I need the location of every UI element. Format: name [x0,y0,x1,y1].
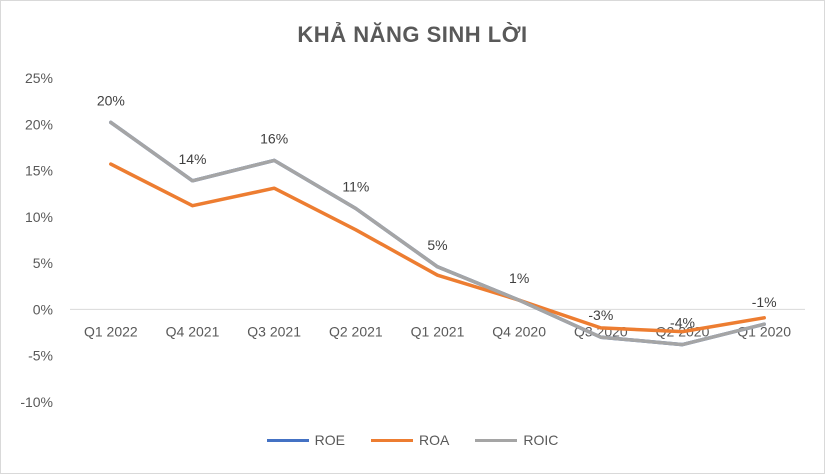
x-tick-label: Q3 2021 [247,323,301,339]
x-tick-label: Q1 2022 [84,323,138,339]
x-axis-ticks: Q1 2022 Q4 2021 Q3 2021 Q2 2021 Q1 2021 Q4 20… [84,323,791,339]
data-label: -3% [588,307,613,323]
x-tick-label: Q1 2021 [411,323,465,339]
series-line-roic [109,120,766,347]
y-tick-label: -5% [28,348,53,364]
legend-label-roic: ROIC [523,432,559,448]
data-labels: 20% 14% 16% 11% 5% 1% -3% -4% -1% [97,92,777,330]
x-tick-label: Q2 2021 [329,323,383,339]
legend-item-roe: ROE [266,432,345,448]
y-tick-label: 10% [25,209,53,225]
data-label: 11% [342,179,369,195]
legend: ROE ROA ROIC [0,432,825,448]
legend-item-roic: ROIC [475,432,558,448]
y-tick-label: 0% [33,301,53,317]
data-label: -1% [752,294,777,310]
data-label: 5% [427,237,447,253]
data-label: 1% [509,270,529,286]
x-tick-label: Q4 2021 [166,323,220,339]
legend-label-roe: ROE [314,432,345,448]
series-line-roa [109,162,766,334]
data-label: 20% [97,92,125,108]
y-axis-ticks: 25% 20% 15% 10% 5% 0% -5% -10% [20,70,53,410]
y-tick-label: 5% [33,255,53,271]
data-label: -4% [670,315,695,331]
legend-swatch-roic [475,438,518,442]
y-tick-label: 25% [25,70,53,86]
x-tick-label: Q4 2020 [492,323,546,339]
y-tick-label: 20% [25,116,53,132]
chart-title: KHẢ NĂNG SINH LỜI [297,22,528,47]
series-lines [109,120,766,347]
legend-label-roa: ROA [419,432,450,448]
y-tick-label: -10% [20,394,53,410]
series-line-roe [109,120,766,347]
legend-swatch-roe [266,438,309,442]
y-tick-label: 15% [25,163,53,179]
data-label: 16% [260,130,288,146]
legend-item-roa: ROA [371,432,449,448]
legend-swatch-roa [371,438,413,442]
data-label: 14% [178,151,206,167]
